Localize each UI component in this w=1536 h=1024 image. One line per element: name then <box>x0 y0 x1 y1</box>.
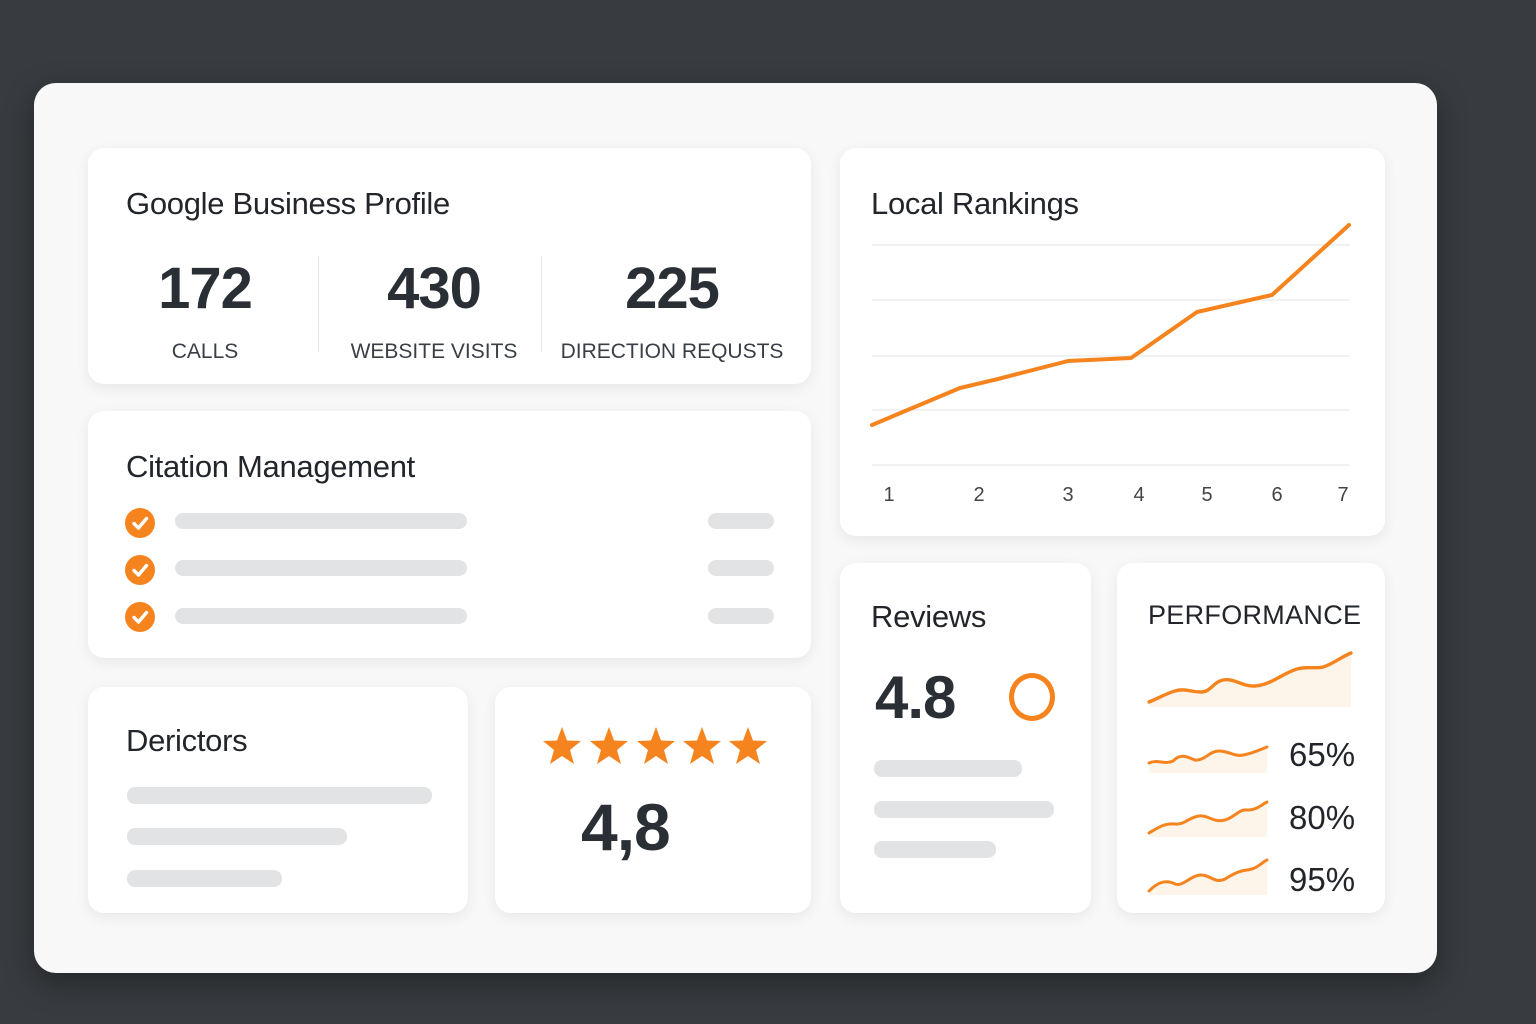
citation-item-bar <box>175 513 467 529</box>
star-icon <box>637 727 675 764</box>
divider <box>541 256 542 352</box>
stat-calls: 172 CALLS <box>116 260 294 364</box>
performance-value: 80% <box>1289 799 1356 836</box>
performance-value: 65% <box>1289 736 1356 773</box>
x-axis-label: 7 <box>1337 484 1349 506</box>
placeholder-bar <box>874 760 1022 777</box>
star-icon <box>729 727 767 764</box>
performance-main-sparkline <box>1147 651 1353 707</box>
gbp-title: Google Business Profile <box>126 186 450 221</box>
citation-card: Citation Management <box>88 411 811 658</box>
citation-title: Citation Management <box>126 449 415 484</box>
x-axis-label: 6 <box>1271 484 1283 506</box>
placeholder-bar <box>127 828 347 845</box>
star-icon <box>590 727 628 764</box>
divider <box>318 256 319 352</box>
stat-label: WEBSITE VISITS <box>350 340 518 363</box>
citation-item-status <box>708 513 774 529</box>
stat-value: 225 <box>625 256 720 321</box>
citation-item-bar <box>175 560 467 576</box>
star-icon <box>543 727 581 764</box>
stat-label: DIRECTION REQUSTS <box>560 340 784 363</box>
x-axis-label: 3 <box>1062 484 1074 506</box>
citation-item-status <box>708 560 774 576</box>
stat-value: 430 <box>387 256 482 321</box>
rankings-card: Local Rankings 1 2 3 4 5 6 7 <box>840 148 1385 536</box>
stat-value: 172 <box>158 256 253 321</box>
star-icon <box>683 727 721 764</box>
performance-sparkline <box>1147 800 1269 837</box>
check-icon <box>125 602 155 632</box>
check-icon <box>125 508 155 538</box>
stat-direction-requests: 225 DIRECTION REQUSTS <box>556 260 788 364</box>
directors-title: Derictors <box>126 723 248 758</box>
directors-card: Derictors <box>88 687 468 913</box>
x-axis-label: 4 <box>1133 484 1145 506</box>
stat-website-visits: 430 WEBSITE VISITS <box>338 260 530 364</box>
x-axis-label: 5 <box>1201 484 1213 506</box>
gbp-card: Google Business Profile 172 CALLS 430 WE… <box>88 148 811 384</box>
rankings-title: Local Rankings <box>871 186 1079 221</box>
rating-card: 4,8 <box>495 687 811 913</box>
performance-title: PERFORMANCE <box>1148 600 1362 630</box>
reviews-card: Reviews 4.8 <box>840 563 1091 913</box>
citation-item-bar <box>175 608 467 624</box>
x-axis-label: 1 <box>883 484 895 506</box>
ring-icon <box>1009 673 1055 721</box>
reviews-value: 4.8 <box>875 664 956 731</box>
stat-label: CALLS <box>171 340 239 363</box>
rating-value: 4,8 <box>581 790 671 864</box>
performance-value: 95% <box>1289 861 1356 898</box>
x-axis-label: 2 <box>973 484 985 506</box>
citation-item-status <box>708 608 774 624</box>
placeholder-bar <box>127 870 282 887</box>
reviews-title: Reviews <box>871 599 987 634</box>
performance-sparkline <box>1147 745 1269 773</box>
check-icon <box>125 555 155 585</box>
performance-card: PERFORMANCE 65% 80% 95% <box>1117 563 1385 913</box>
rankings-line <box>870 223 1351 427</box>
performance-sparkline <box>1147 858 1269 895</box>
placeholder-bar <box>874 841 996 858</box>
placeholder-bar <box>127 787 432 804</box>
star-rating-icons <box>543 727 767 764</box>
rankings-line-chart <box>870 223 1351 466</box>
placeholder-bar <box>874 801 1054 818</box>
